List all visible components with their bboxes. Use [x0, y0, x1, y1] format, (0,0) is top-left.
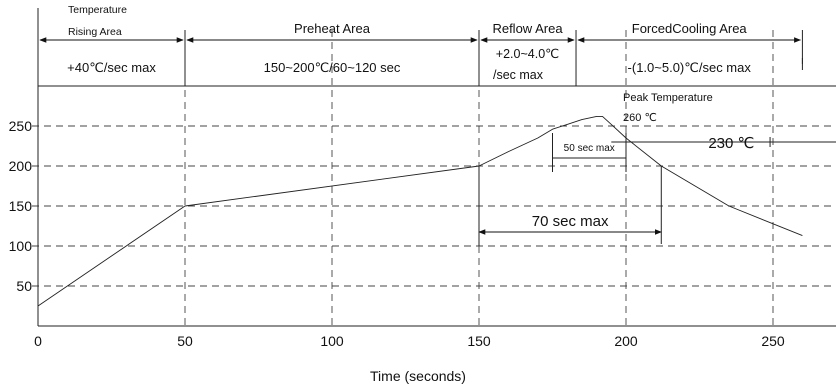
zone-header: Temperature Rising Area +40℃/sec max Prehea… [39, 4, 803, 86]
window-50-label: 50 sec max [564, 143, 615, 154]
annotations: Peak Temperature 260 ℃ 230 ℃ 50 sec max 70 s… [478, 92, 836, 246]
zone-label: Temperature [68, 4, 127, 16]
y-tick-label: 150 [9, 198, 33, 214]
zone-rate: +2.0~4.0℃ [496, 47, 559, 61]
series [37, 115, 803, 307]
x-tick-label: 150 [467, 333, 491, 349]
window-70-label: 70 sec max [532, 213, 609, 230]
zone-label: Rising Area [68, 26, 122, 38]
x-tick-label: 100 [320, 333, 344, 349]
y-tick-label: 100 [9, 238, 33, 254]
temp-230-label: 230 ℃ [708, 135, 754, 152]
zone-label: Reflow Area [492, 21, 563, 36]
plot-frame [37, 8, 836, 327]
x-tick-label: 0 [34, 333, 42, 349]
series-line-0 [37, 115, 803, 307]
peak-temperature-value: 260 ℃ [623, 112, 657, 124]
x-tick-label: 200 [614, 333, 638, 349]
zone-label: ForcedCooling Area [632, 21, 748, 36]
zone-rate: -(1.0~5.0)℃/sec max [628, 60, 752, 75]
peak-temperature-label: Peak Temperature [623, 92, 713, 104]
x-tick-label: 250 [761, 333, 785, 349]
zone-label: Preheat Area [294, 21, 371, 36]
x-axis-label: Time (seconds) [370, 368, 466, 384]
x-tick-label: 50 [177, 333, 193, 349]
y-tick-label: 200 [9, 158, 33, 174]
tick-labels: 0 50 100 150 200 250 50 100 150 200 250 [9, 118, 785, 349]
zone-rate: +40℃/sec max [67, 60, 156, 75]
y-tick-label: 50 [16, 278, 32, 294]
zone-rate: 150~200℃/60~120 sec [264, 60, 401, 75]
zone-rate: /sec max [493, 68, 544, 82]
y-tick-label: 250 [9, 118, 33, 134]
